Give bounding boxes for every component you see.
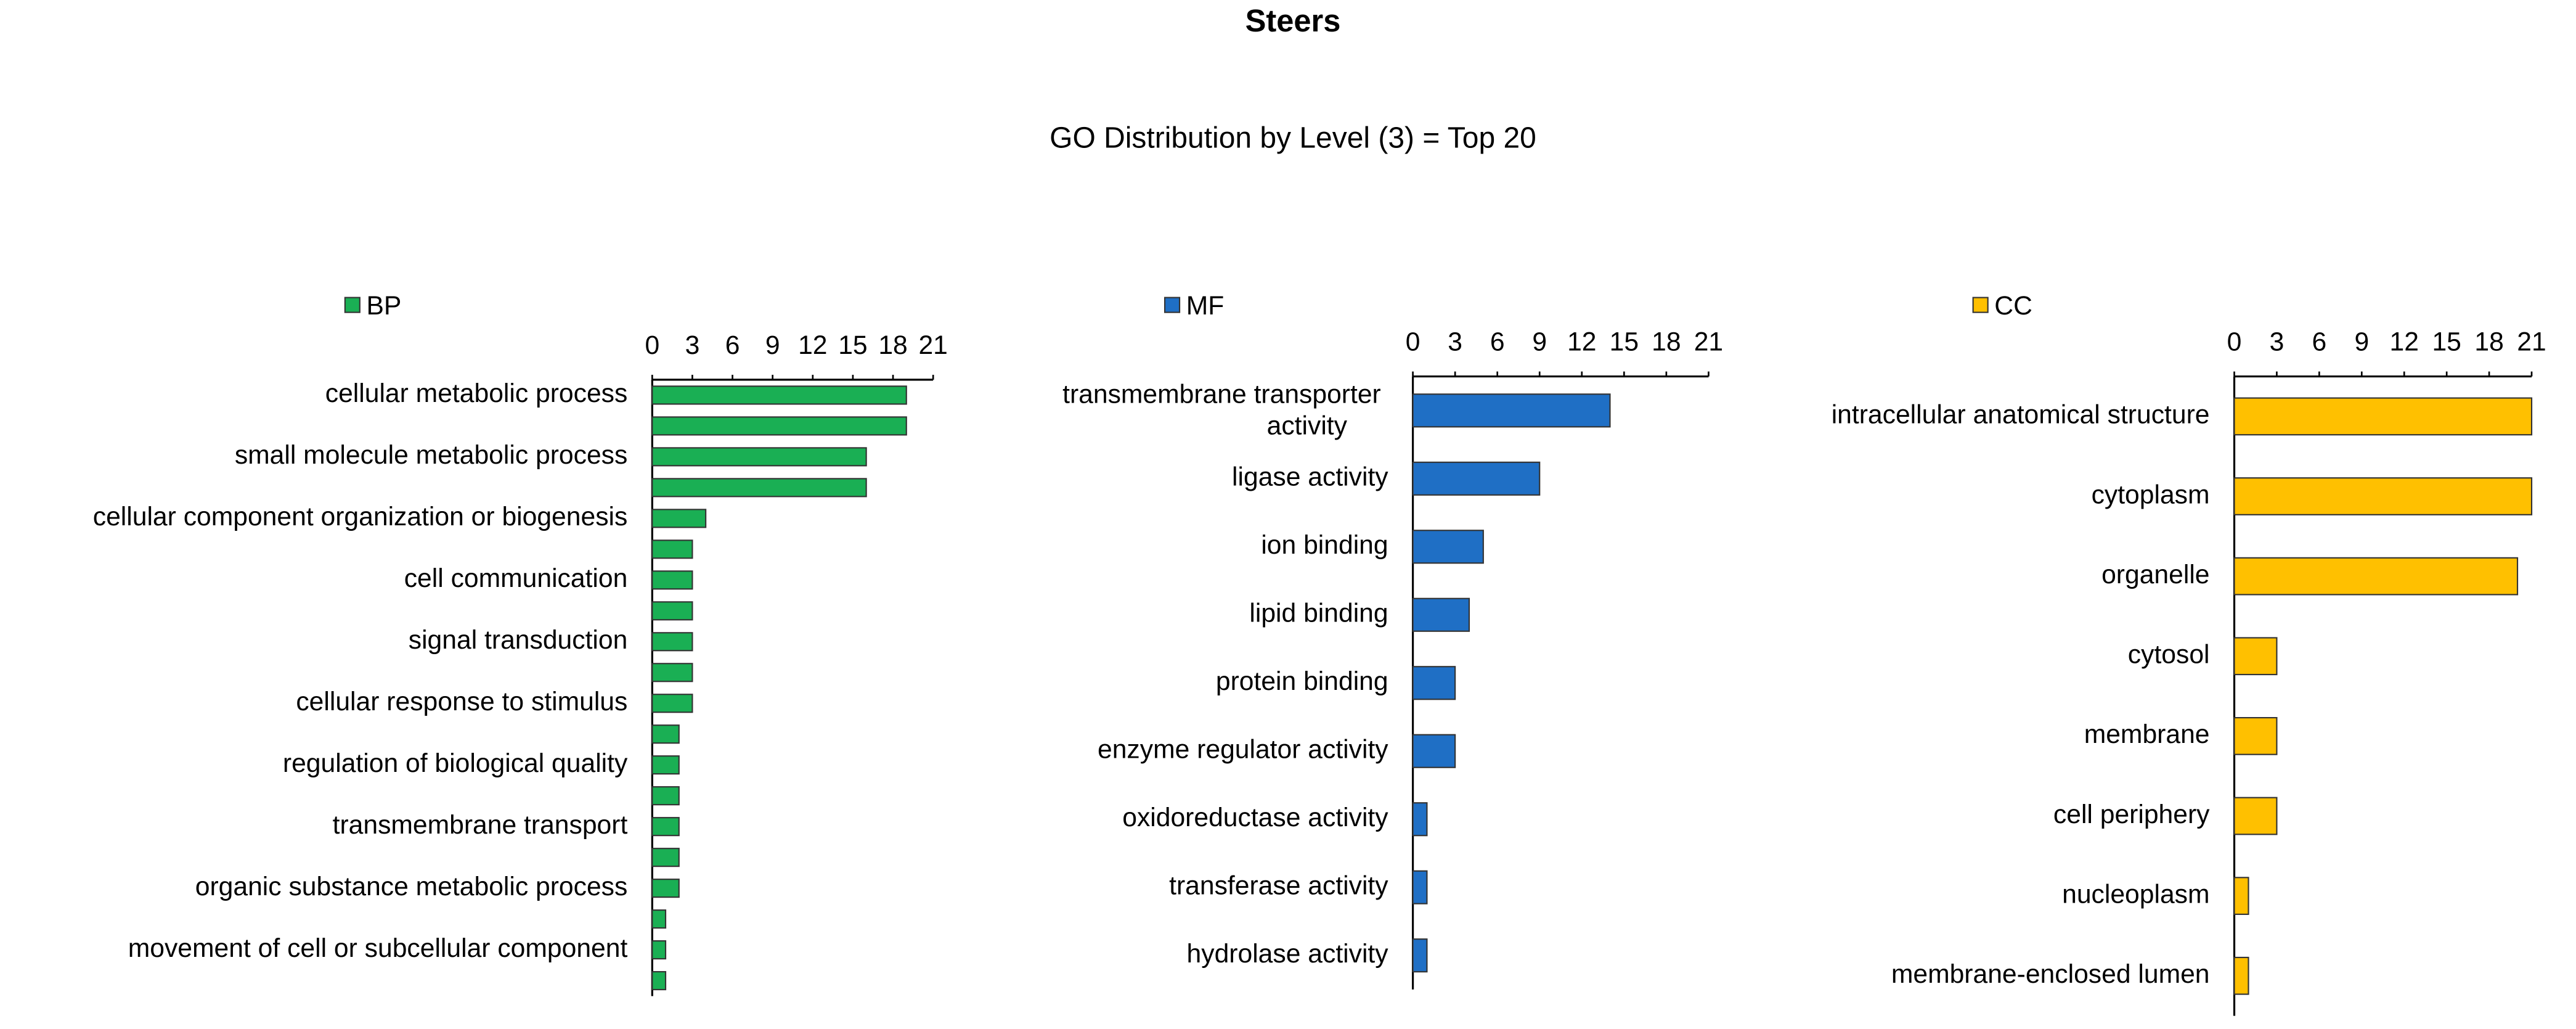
x-tick-label: 3 (685, 330, 700, 360)
x-tick-label: 12 (1567, 327, 1596, 357)
x-tick-label: 12 (2390, 327, 2419, 357)
bar (651, 447, 867, 467)
x-tick-label: 6 (2312, 327, 2327, 357)
y-tick-label: cytosol (2128, 640, 2210, 670)
bar (2233, 477, 2533, 515)
legend-label: CC (1994, 291, 2032, 321)
bar (1412, 938, 1428, 973)
bar (651, 694, 693, 713)
chart-title: Steers (1245, 3, 1341, 38)
bar (651, 385, 907, 405)
bar (651, 848, 680, 867)
y-tick-label: protein binding (1216, 666, 1388, 696)
bar (651, 601, 693, 621)
bar (651, 663, 693, 683)
bar (651, 909, 667, 929)
bar (651, 632, 693, 652)
x-tick-label: 9 (1532, 327, 1547, 357)
y-tick-label: ion binding (1261, 530, 1388, 560)
x-tick-label: 9 (2354, 327, 2369, 357)
bar (651, 478, 867, 498)
y-tick-label: membrane-enclosed lumen (1891, 959, 2210, 989)
x-tick-label: 3 (1448, 327, 1462, 357)
y-tick-label: hydrolase activity (1187, 939, 1389, 969)
bar (1412, 530, 1484, 564)
bar (651, 509, 707, 528)
bar (2233, 557, 2519, 596)
y-tick-label: oxidoreductase activity (1122, 803, 1388, 832)
legend-swatch (1164, 297, 1181, 313)
y-tick-label: organic substance metabolic process (195, 872, 628, 901)
y-tick-label: intracellular anatomical structure (1832, 400, 2210, 430)
bar (2233, 956, 2249, 995)
x-tick-label: 9 (765, 330, 780, 360)
bar (1412, 461, 1541, 496)
bar (2233, 877, 2249, 916)
x-tick-label: 18 (1652, 327, 1681, 357)
bar (1412, 393, 1611, 428)
y-tick-label: ligase activity (1232, 462, 1388, 492)
bar (651, 570, 693, 590)
y-tick-label: cellular response to stimulus (296, 687, 627, 716)
x-tick-label: 6 (1490, 327, 1505, 357)
bar (2233, 717, 2278, 755)
bar (1412, 597, 1470, 632)
y-tick-label: membrane (2084, 719, 2210, 749)
x-tick-label: 12 (798, 330, 827, 360)
x-tick-label: 0 (1406, 327, 1420, 357)
y-tick-label: cell communication (404, 564, 628, 593)
bar (651, 724, 680, 744)
x-tick-label: 0 (645, 330, 659, 360)
y-tick-label: regulation of biological quality (283, 748, 628, 778)
y-tick-label: cellular metabolic process (325, 379, 628, 408)
y-tick-label: signal transduction (409, 625, 628, 655)
x-tick-label: 15 (838, 330, 867, 360)
y-tick-label: cytoplasm (2092, 480, 2210, 509)
bar (651, 817, 680, 837)
y-tick-label: cellular component organization or bioge… (93, 502, 628, 531)
legend-swatch (344, 297, 361, 313)
y-tick-label: movement of cell or subcellular componen… (128, 933, 628, 963)
bar (2233, 797, 2278, 835)
bar (651, 539, 693, 559)
y-tick-label: small molecule metabolic process (235, 440, 628, 470)
bar (651, 971, 667, 991)
x-tick-label: 21 (1694, 327, 1723, 357)
y-tick-label: nucleoplasm (2062, 879, 2209, 909)
x-tick-label: 15 (2432, 327, 2461, 357)
legend-label: MF (1186, 291, 1225, 321)
bar (651, 879, 680, 898)
x-tick-label: 21 (918, 330, 947, 360)
legend-swatch (1972, 297, 1989, 313)
bar (1412, 802, 1428, 837)
x-tick-label: 0 (2227, 327, 2242, 357)
bar (651, 940, 667, 960)
bar (1412, 870, 1428, 904)
bar (2233, 637, 2278, 676)
y-tick-label: organelle (2101, 560, 2209, 589)
bar (1412, 734, 1456, 768)
bar (651, 786, 680, 806)
x-tick-label: 18 (2474, 327, 2503, 357)
legend-label: BP (366, 291, 401, 321)
x-tick-label: 6 (725, 330, 740, 360)
bar (651, 755, 680, 775)
x-tick-label: 3 (2270, 327, 2285, 357)
y-tick-label: enzyme regulator activity (1098, 734, 1388, 764)
x-tick-label: 21 (2517, 327, 2546, 357)
x-tick-label: 18 (878, 330, 907, 360)
chart-subtitle: GO Distribution by Level (3) = Top 20 (1050, 121, 1536, 154)
x-tick-label: 15 (1610, 327, 1639, 357)
bar (651, 416, 907, 436)
y-tick-label: lipid binding (1249, 599, 1388, 628)
y-tick-label: transmembrane transporter activity (1062, 380, 1388, 441)
y-tick-label: transmembrane transport (333, 810, 628, 840)
y-tick-label: transferase activity (1169, 871, 1388, 900)
bar (1412, 666, 1456, 700)
y-tick-label: cell periphery (2053, 800, 2210, 829)
bar (2233, 397, 2533, 436)
